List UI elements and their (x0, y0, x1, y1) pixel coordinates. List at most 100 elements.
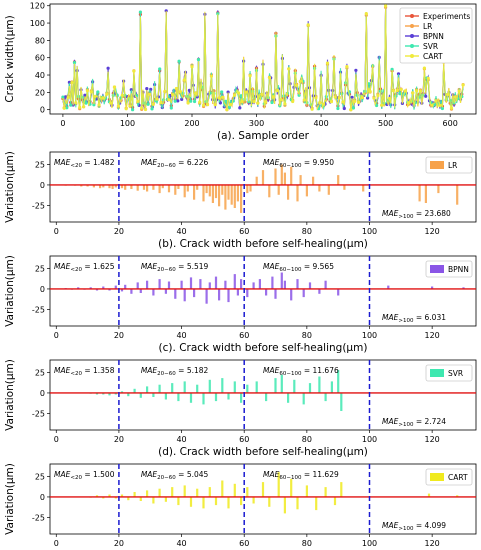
series-point-cart (430, 103, 434, 107)
series-point-cart (279, 98, 283, 102)
variation-bar (183, 381, 186, 393)
series-point-cart (143, 107, 148, 112)
variation-bar (208, 379, 211, 393)
variation-bar (252, 496, 255, 504)
variation-bar (130, 184, 133, 189)
variation-bar (258, 279, 261, 289)
plot-frame (49, 359, 477, 431)
y-tick-label: 40 (35, 71, 45, 80)
variation-bar (261, 170, 265, 185)
variation-bar (302, 392, 305, 405)
variation-bar (133, 388, 136, 393)
series-point-svr (92, 103, 96, 107)
series-point-cart (310, 107, 314, 111)
x-tick-label: 0 (54, 435, 59, 444)
sample-order-panel: 0 20 40 60 80 100 120 0 100 200 300 400 500 600 (a). S… (4, 2, 477, 142)
series-point-cart (151, 102, 155, 106)
y-tick-label: 60 (35, 54, 45, 63)
series-point-cart (124, 107, 128, 111)
variation-bar (196, 184, 199, 190)
series-point-cart (364, 12, 368, 16)
y-tick-label: -25 (32, 410, 45, 419)
x-tick-label: 40 (176, 539, 186, 548)
legend-label: BPNN (448, 265, 469, 274)
variation-bar (337, 288, 340, 296)
series-point-cart (457, 89, 461, 93)
variation-bar (114, 184, 117, 188)
variation-bar (246, 288, 249, 298)
variation-bar (180, 280, 183, 289)
variation-bar (280, 272, 283, 289)
series-point-cart (260, 92, 264, 96)
series-point-cart (70, 81, 74, 85)
series-point-cart (360, 95, 364, 100)
series-point-cart (167, 98, 171, 102)
series-point-svr (177, 59, 181, 63)
variation-bar (102, 496, 105, 499)
variation-bar (214, 184, 218, 199)
variation-bar (189, 392, 193, 403)
variation-bar (255, 381, 258, 393)
variation-bar (437, 184, 440, 194)
series-point-svr (336, 106, 340, 111)
bpnn-variation-panel: -25 0 25 0 20 40 60 80 100 120 (c). Crack width be… (4, 255, 477, 354)
variation-bar (456, 184, 459, 205)
variation-bar (265, 288, 268, 296)
series-point-cart (415, 89, 419, 93)
variation-bar (133, 492, 136, 497)
series-point-cart (287, 67, 291, 71)
series-point-cart (426, 76, 430, 80)
series-point-svr (440, 106, 444, 111)
series-point-cart (275, 89, 279, 93)
x-tick-label: 0 (54, 227, 59, 236)
mae-annotation: MAE>100 = 2.724 (382, 417, 446, 428)
x-tick-label: 120 (425, 227, 440, 236)
series-point-cart (182, 78, 186, 82)
variation-bar (337, 369, 340, 393)
variation-bar (305, 485, 308, 497)
variation-bar (139, 496, 142, 501)
variation-bar (255, 176, 258, 185)
variation-bar (362, 184, 365, 192)
series-point-svr (131, 108, 135, 112)
variation-bar (456, 495, 459, 497)
series-point-svr (146, 102, 150, 106)
series-point-cart (407, 101, 411, 105)
variation-bar (218, 184, 221, 207)
variation-bar (120, 288, 124, 292)
series-point-svr (158, 67, 162, 71)
series-point-cart (295, 83, 299, 88)
series-point-cart (391, 89, 395, 93)
x-axis-label: (d). Crack width before self-healing(μm) (158, 446, 368, 458)
series-point-bpnn (350, 95, 354, 99)
series-point-bpnn (354, 68, 358, 72)
legend-swatch (430, 369, 444, 377)
x-tick-label: 100 (362, 227, 377, 236)
series-point-svr (398, 92, 402, 96)
variation-bar (183, 288, 186, 302)
series-point-cart (155, 97, 159, 101)
x-tick-label: 40 (176, 331, 186, 340)
x-tick-label: 100 (362, 435, 377, 444)
series-point-cart (209, 74, 213, 78)
series-point-svr (375, 103, 379, 108)
variation-bar (146, 184, 149, 192)
mae-annotation: MAE20−60 = 5.182 (141, 366, 209, 377)
series-point-cart (116, 104, 120, 108)
legend-marker-cart (410, 54, 414, 58)
variation-bar (290, 478, 293, 497)
legend-label: SVR (448, 369, 463, 378)
mae-annotation: MAE>100 = 23.680 (382, 209, 451, 220)
variation-bar (296, 279, 299, 289)
series-point-cart (233, 93, 237, 97)
series-point-cart (66, 95, 70, 100)
series-point-cart (356, 100, 361, 104)
variation-bar (152, 288, 155, 296)
variation-bar (174, 184, 177, 195)
mae-annotation: MAE<20 = 1.625 (54, 262, 115, 273)
variation-bar (211, 184, 214, 203)
series-point-cart (341, 100, 345, 104)
y-tick-label: 120 (30, 2, 45, 11)
series-point-cart (112, 85, 117, 89)
variation-bar (193, 184, 196, 200)
